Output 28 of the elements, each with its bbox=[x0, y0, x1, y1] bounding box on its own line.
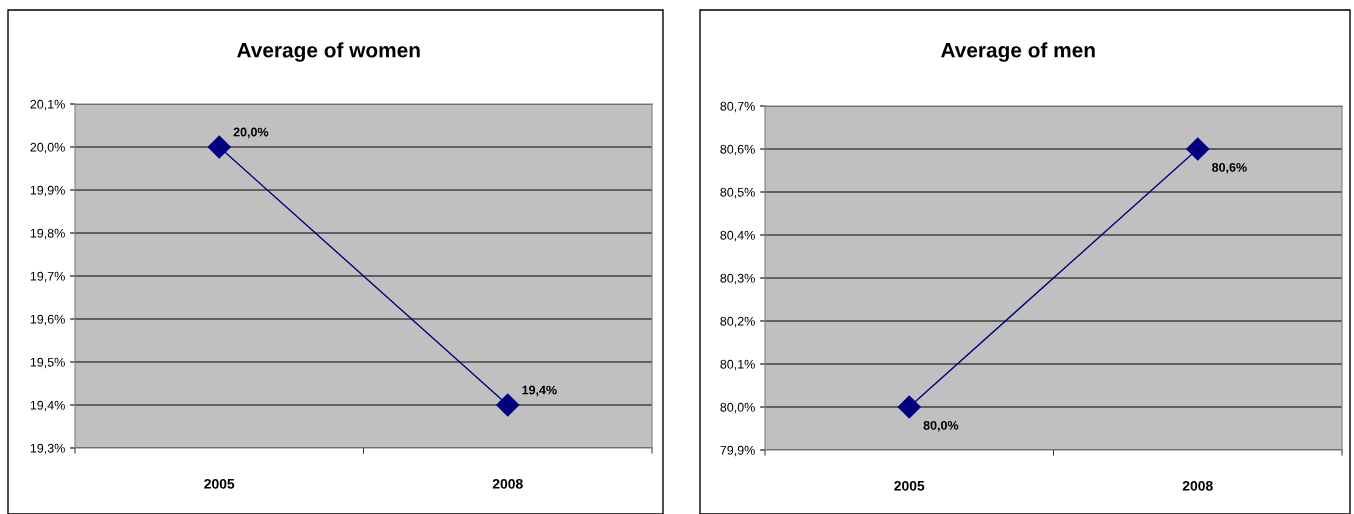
y-tick-label: 80,2% bbox=[720, 316, 755, 328]
chart-title: Average of men bbox=[940, 42, 1095, 62]
y-tick-label: 80,5% bbox=[720, 187, 755, 199]
y-tick-label: 19,4% bbox=[30, 400, 65, 412]
data-label: 80,0% bbox=[923, 420, 959, 432]
y-tick-label: 80,7% bbox=[720, 101, 755, 113]
y-tick-label: 80,1% bbox=[720, 359, 755, 371]
chart-title: Average of women bbox=[237, 42, 420, 62]
y-tick-label: 80,4% bbox=[720, 230, 755, 242]
y-tick-label: 80,6% bbox=[720, 144, 755, 156]
x-tick-label: 2008 bbox=[1182, 480, 1213, 491]
y-tick-label: 19,5% bbox=[30, 357, 65, 369]
y-tick-label: 80,0% bbox=[720, 402, 755, 414]
x-tick-label: 2008 bbox=[492, 478, 523, 489]
y-tick-label: 19,7% bbox=[30, 271, 65, 283]
x-tick-label: 2005 bbox=[894, 480, 925, 491]
y-tick-label: 19,3% bbox=[30, 443, 65, 455]
data-label: 80,6% bbox=[1212, 162, 1247, 174]
y-tick-label: 19,6% bbox=[30, 314, 65, 326]
y-tick-label: 20,1% bbox=[30, 99, 65, 111]
y-tick-label: 19,8% bbox=[30, 228, 65, 240]
data-label: 20,0% bbox=[233, 127, 269, 139]
y-tick-label: 19,9% bbox=[30, 185, 65, 197]
data-label: 19,4% bbox=[522, 385, 557, 397]
y-tick-label: 80,3% bbox=[720, 273, 755, 285]
y-tick-label: 79,9% bbox=[720, 445, 755, 457]
x-tick-label: 2005 bbox=[204, 478, 235, 489]
y-tick-label: 20,0% bbox=[30, 142, 65, 154]
